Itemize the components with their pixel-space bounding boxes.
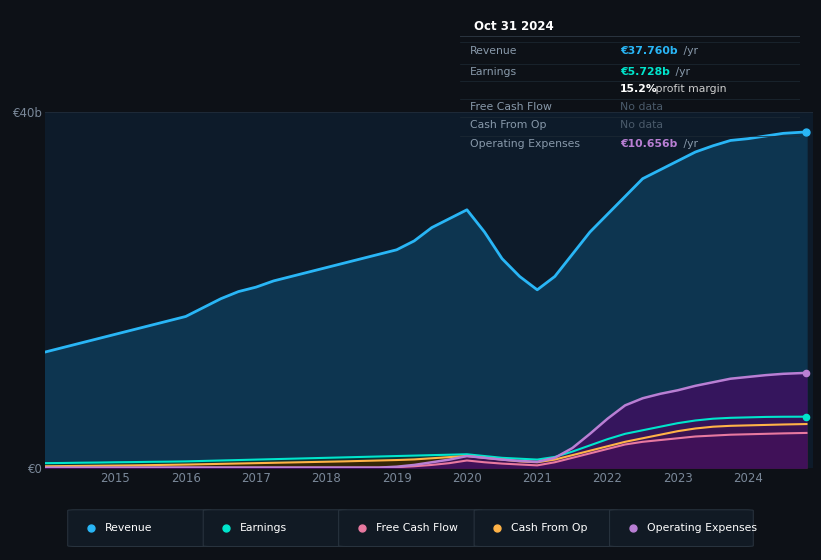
FancyBboxPatch shape (338, 510, 482, 547)
Text: 15.2%: 15.2% (620, 85, 658, 95)
Text: /yr: /yr (680, 45, 698, 55)
Point (800, 412, 813, 421)
Text: €37.760b: €37.760b (620, 45, 677, 55)
FancyBboxPatch shape (67, 510, 212, 547)
Text: Oct 31 2024: Oct 31 2024 (474, 21, 553, 34)
FancyBboxPatch shape (203, 510, 346, 547)
Text: Revenue: Revenue (470, 45, 518, 55)
Text: Operating Expenses: Operating Expenses (470, 139, 580, 150)
Text: No data: No data (620, 102, 663, 112)
Text: Cash From Op: Cash From Op (470, 120, 547, 130)
Text: No data: No data (620, 120, 663, 130)
Text: Operating Expenses: Operating Expenses (647, 523, 756, 533)
Text: Cash From Op: Cash From Op (511, 523, 588, 533)
Text: Earnings: Earnings (470, 67, 517, 77)
Text: Free Cash Flow: Free Cash Flow (376, 523, 457, 533)
Text: Free Cash Flow: Free Cash Flow (470, 102, 552, 112)
Text: €10.656b: €10.656b (620, 139, 677, 150)
Point (800, 128, 813, 137)
Text: €5.728b: €5.728b (620, 67, 670, 77)
Text: profit margin: profit margin (652, 85, 727, 95)
Text: Revenue: Revenue (104, 523, 152, 533)
FancyBboxPatch shape (475, 510, 617, 547)
Text: /yr: /yr (680, 139, 698, 150)
Point (800, 368, 813, 377)
Text: /yr: /yr (672, 67, 690, 77)
Text: Earnings: Earnings (240, 523, 287, 533)
FancyBboxPatch shape (609, 510, 754, 547)
